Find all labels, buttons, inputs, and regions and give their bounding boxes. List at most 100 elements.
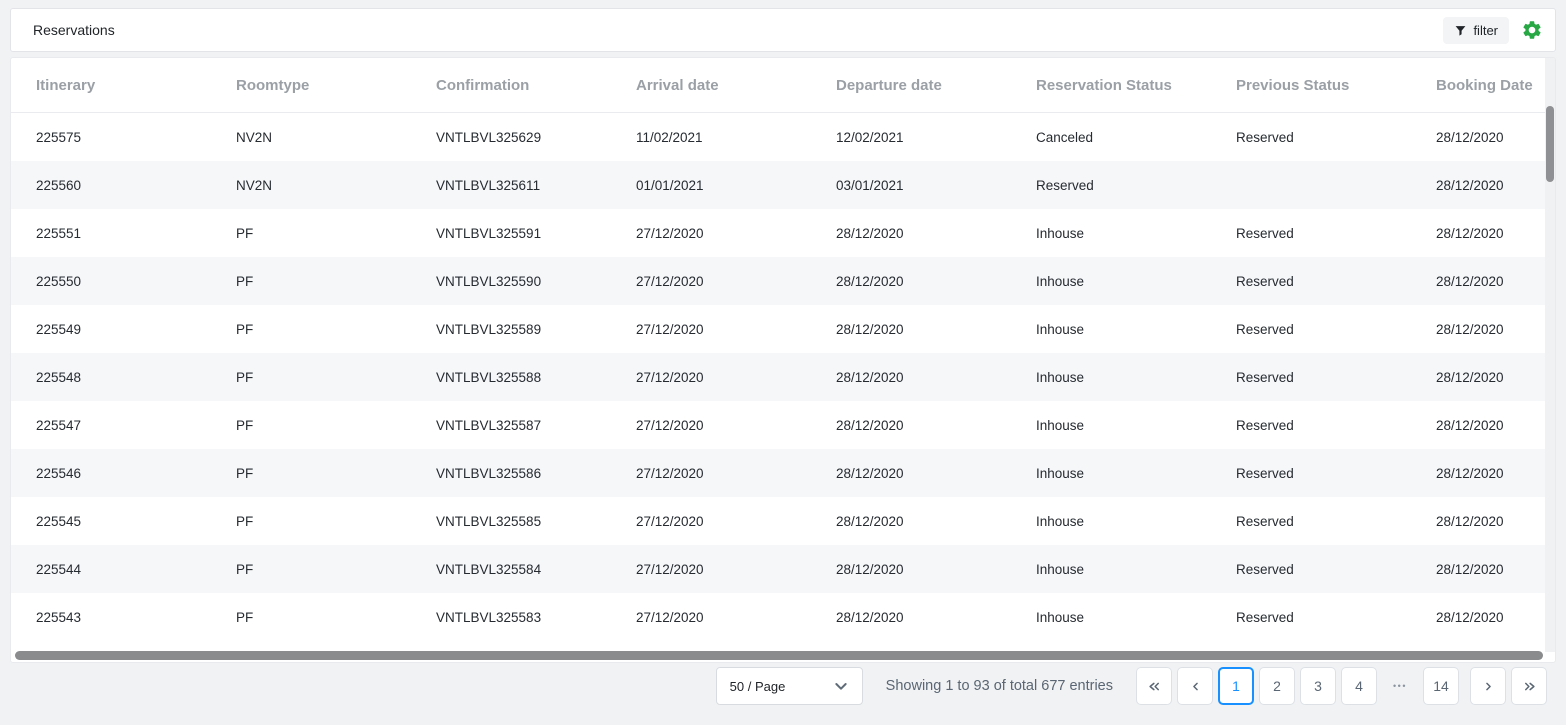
table-cell: 28/12/2020 (1436, 609, 1504, 625)
table-cell: 01/01/2021 (636, 177, 704, 193)
table-cell: 225543 (36, 609, 82, 625)
table-row[interactable]: 225546 PF VNTLBVL325586 27/12/2020 28/12/202… (11, 449, 1555, 497)
table-cell: PF (236, 225, 254, 241)
table-cell: Reserved (1236, 561, 1294, 577)
funnel-icon (1454, 24, 1467, 37)
table-cell: Inhouse (1036, 273, 1085, 289)
table-cell: Reserved (1236, 273, 1294, 289)
table-cell: 11/02/2021 (636, 129, 703, 145)
table-cell: 225560 (36, 177, 82, 193)
column-header: Roomtype (236, 76, 310, 94)
table-cell: 28/12/2020 (836, 561, 904, 577)
page-ellipsis: ••• (1382, 667, 1418, 705)
table-cell: 28/12/2020 (1436, 321, 1504, 337)
column-header: Arrival date (636, 76, 719, 94)
horizontal-scrollbar-thumb[interactable] (15, 651, 1543, 660)
table-row[interactable]: 225551 PF VNTLBVL325591 27/12/2020 28/12/202… (11, 209, 1555, 257)
table-cell: 03/01/2021 (836, 177, 904, 193)
table-cell: 12/02/2021 (836, 129, 904, 145)
table-cell: 28/12/2020 (836, 225, 904, 241)
table-row[interactable]: 225545 PF VNTLBVL325585 27/12/2020 28/12/202… (11, 497, 1555, 545)
page-button-1[interactable]: 1 (1218, 667, 1254, 705)
table-row[interactable]: 225544 PF VNTLBVL325584 27/12/2020 28/12/202… (11, 545, 1555, 593)
column-header: Confirmation (436, 76, 530, 94)
table-cell: PF (236, 369, 254, 385)
table-cell: Reserved (1236, 609, 1294, 625)
table-cell: Inhouse (1036, 417, 1085, 433)
table-cell: VNTLBVL325587 (436, 417, 542, 433)
vertical-scrollbar-thumb[interactable] (1546, 106, 1554, 182)
chevrons-left-icon (1147, 679, 1162, 694)
reservations-table: Itinerary Roomtype Confirmation Arrival dat… (11, 58, 1555, 641)
reservations-table-card: Itinerary Roomtype Confirmation Arrival dat… (10, 57, 1556, 663)
table-cell: 28/12/2020 (1436, 129, 1504, 145)
next-page-button[interactable] (1470, 667, 1506, 705)
table-row[interactable]: 225547 PF VNTLBVL325587 27/12/2020 28/12/202… (11, 401, 1555, 449)
page-button-2[interactable]: 2 (1259, 667, 1295, 705)
page-button-4[interactable]: 4 (1341, 667, 1377, 705)
table-cell: Reserved (1236, 465, 1294, 481)
table-cell: NV2N (236, 129, 273, 145)
table-cell: 27/12/2020 (636, 417, 704, 433)
first-page-button[interactable] (1136, 667, 1172, 705)
table-cell: 225544 (36, 561, 82, 577)
table-cell: 27/12/2020 (636, 225, 704, 241)
table-cell: 28/12/2020 (836, 465, 904, 481)
entries-summary: Showing 1 to 93 of total 677 entries (885, 678, 1113, 694)
table-cell: 27/12/2020 (636, 273, 704, 289)
table-cell: Reserved (1036, 177, 1094, 193)
settings-button[interactable] (1521, 19, 1543, 41)
table-cell: PF (236, 273, 254, 289)
table-cell: 28/12/2020 (1436, 561, 1504, 577)
table-cell: 225550 (36, 273, 82, 289)
table-cell: 28/12/2020 (1436, 417, 1504, 433)
table-row[interactable]: 225575 NV2N VNTLBVL325629 11/02/2021 12/02/2… (11, 113, 1555, 161)
table-cell: 28/12/2020 (836, 321, 904, 337)
table-cell: 28/12/2020 (836, 513, 904, 529)
pagination-footer: 50 / Page Showing 1 to 93 of total 677 e… (0, 663, 1566, 725)
table-cell: VNTLBVL325586 (436, 465, 542, 481)
table-row[interactable]: 225543 PF VNTLBVL325583 27/12/2020 28/12/202… (11, 593, 1555, 641)
page-button-3[interactable]: 3 (1300, 667, 1336, 705)
table-cell: Inhouse (1036, 369, 1085, 385)
table-cell: 225547 (36, 417, 82, 433)
table-row[interactable]: 225549 PF VNTLBVL325589 27/12/2020 28/12/202… (11, 305, 1555, 353)
gear-icon (1521, 19, 1543, 41)
table-row[interactable]: 225550 PF VNTLBVL325590 27/12/2020 28/12/202… (11, 257, 1555, 305)
page-size-select[interactable]: 50 / Page (715, 667, 863, 705)
table-cell: 27/12/2020 (636, 465, 704, 481)
table-cell: 225575 (36, 129, 82, 145)
table-row[interactable]: 225560 NV2N VNTLBVL325611 01/01/2021 03/01/2… (11, 161, 1555, 209)
last-page-button[interactable] (1511, 667, 1547, 705)
table-cell: 225551 (36, 225, 82, 241)
chevron-left-icon (1188, 679, 1203, 694)
page-button-14[interactable]: 14 (1423, 667, 1459, 705)
table-cell: Inhouse (1036, 513, 1085, 529)
column-header: Previous Status (1236, 76, 1350, 94)
table-cell: Reserved (1236, 129, 1294, 145)
table-cell: PF (236, 465, 254, 481)
table-cell: Reserved (1236, 417, 1294, 433)
vertical-scrollbar-track[interactable] (1545, 58, 1555, 652)
page-title: Reservations (33, 22, 115, 38)
table-cell: Inhouse (1036, 561, 1085, 577)
table-cell: Inhouse (1036, 609, 1085, 625)
table-cell: VNTLBVL325591 (436, 225, 542, 241)
table-cell: 27/12/2020 (636, 321, 704, 337)
table-cell: 28/12/2020 (836, 273, 904, 289)
table-cell: 27/12/2020 (636, 369, 704, 385)
table-cell: 28/12/2020 (1436, 369, 1504, 385)
table-row[interactable]: 225548 PF VNTLBVL325588 27/12/2020 28/12/202… (11, 353, 1555, 401)
table-cell: Reserved (1236, 225, 1294, 241)
prev-page-button[interactable] (1177, 667, 1213, 705)
table-body: 225575 NV2N VNTLBVL325629 11/02/2021 12/02/2… (11, 113, 1555, 641)
chevron-right-icon (1481, 679, 1496, 694)
filter-button-label: filter (1473, 22, 1498, 38)
filter-button[interactable]: filter (1443, 16, 1509, 44)
table-cell: Reserved (1236, 513, 1294, 529)
table-cell: 28/12/2020 (836, 369, 904, 385)
table-cell: VNTLBVL325589 (436, 321, 542, 337)
table-cell: 28/12/2020 (1436, 225, 1504, 241)
table-cell: 225549 (36, 321, 82, 337)
column-header: Departure date (836, 76, 942, 94)
